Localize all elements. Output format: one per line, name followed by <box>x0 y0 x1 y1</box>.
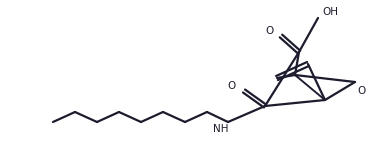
Text: NH: NH <box>213 124 229 134</box>
Text: OH: OH <box>322 7 338 17</box>
Text: O: O <box>358 86 366 96</box>
Text: O: O <box>266 26 274 36</box>
Text: O: O <box>228 81 236 91</box>
